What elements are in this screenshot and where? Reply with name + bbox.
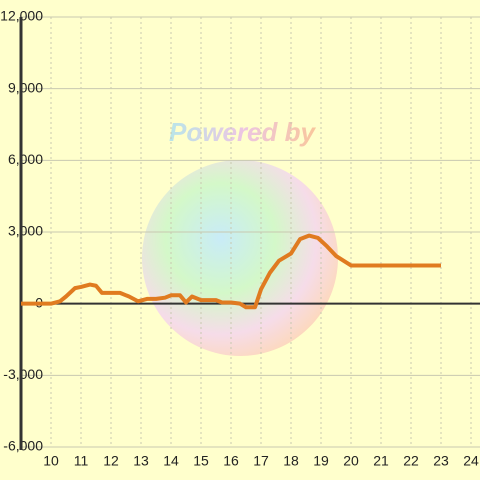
watermark: Powered by [169,117,316,147]
x-tick-label: 12 [103,453,119,469]
x-tick-label: 23 [433,453,449,469]
x-tick-label: 16 [223,453,239,469]
x-tick-label: 18 [283,453,299,469]
y-tick-label: 6,000 [8,151,43,167]
x-tick-label: 15 [193,453,209,469]
x-tick-label: 20 [343,453,359,469]
x-tick-label: 13 [133,453,149,469]
x-tick-label: 19 [313,453,329,469]
y-tick-label: 3,000 [8,223,43,239]
y-tick-label: -3,000 [3,366,43,382]
watermark-logo [142,160,338,356]
x-tick-label: 21 [373,453,389,469]
x-tick-label: 24 [463,453,479,469]
x-tick-label: 22 [403,453,419,469]
x-tick-label: 11 [74,453,89,469]
y-tick-label: 12,000 [0,8,43,24]
x-tick-label: 14 [163,453,179,469]
x-tick-label: 10 [43,453,59,469]
y-tick-label: -6,000 [3,438,43,454]
y-tick-label: 9,000 [8,79,43,95]
series-line [21,233,441,310]
x-tick-label: 17 [253,453,269,469]
